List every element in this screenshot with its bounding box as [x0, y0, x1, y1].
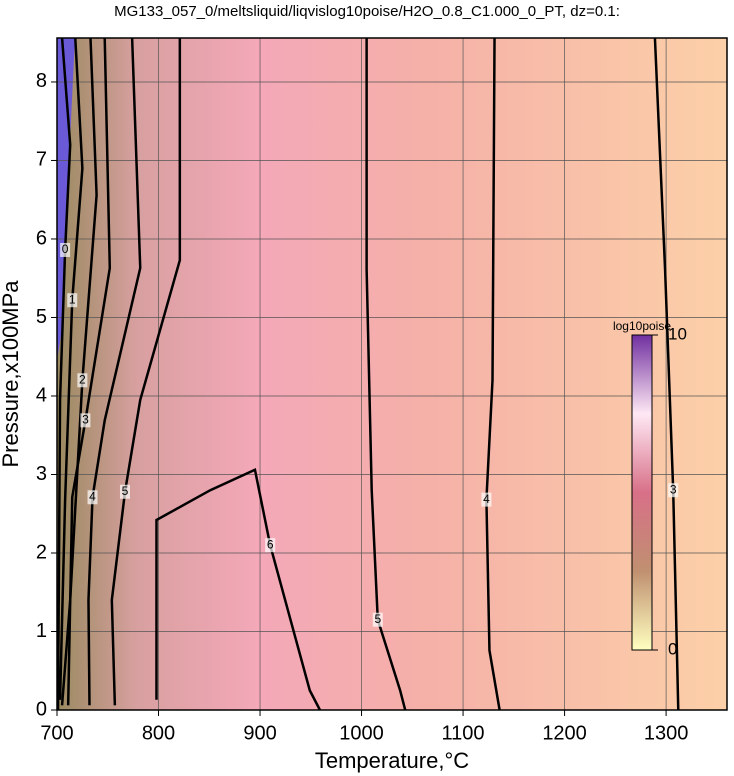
y-axis-label: Pressure,x100MPa: [0, 280, 23, 468]
y-tick-label: 3: [36, 463, 47, 485]
contour-label-bg: [120, 484, 131, 499]
y-tick-label: 6: [36, 227, 47, 249]
plot-frame: [56, 37, 728, 711]
contour-line: [87, 38, 142, 706]
contour-label: 3: [670, 482, 677, 496]
contour-label-bg: [668, 483, 679, 498]
contour-label: 3: [82, 412, 89, 426]
y-tick-label: 8: [36, 70, 47, 92]
contour-label-bg: [80, 413, 91, 428]
contour-label: 6: [267, 537, 274, 551]
plot-background: [57, 38, 727, 710]
y-tick-label: 5: [36, 306, 47, 328]
x-axis-label: Temperature,°C: [315, 748, 469, 773]
contour-label-bg: [67, 293, 78, 308]
x-tick-label: 900: [243, 722, 276, 744]
contour-label: 0: [62, 242, 69, 256]
y-tick-label: 0: [36, 698, 47, 720]
contour-line: [365, 38, 407, 710]
x-tick-label: 1000: [339, 722, 384, 744]
low-region: [57, 38, 75, 360]
contour-label-bg: [372, 612, 383, 627]
contour-line: [155, 467, 322, 710]
contour-label: 2: [79, 372, 86, 386]
x-tick-label: 1100: [442, 722, 485, 744]
chart-title: MG133_057_0/meltsliquid/liqvislog10poise…: [114, 3, 620, 20]
x-tick-label: 1200: [542, 722, 587, 744]
x-tick-label: 800: [142, 722, 175, 744]
contour-label-bg: [77, 373, 88, 388]
contour-label-bg: [87, 490, 98, 505]
y-tick-label: 4: [36, 384, 47, 406]
contour-label-bg: [60, 242, 71, 257]
x-tick-label: 700: [40, 722, 73, 744]
y-tick-label: 7: [36, 149, 47, 171]
contour-label: 4: [89, 489, 96, 503]
colorbar-tick-label: 10: [668, 324, 687, 343]
contour-label: 1: [69, 292, 76, 306]
contour-line: [110, 38, 182, 706]
y-tick-label: 2: [36, 541, 47, 563]
y-tick-label: 1: [36, 620, 47, 642]
colorbar: [631, 334, 653, 651]
contour-label-bg: [481, 492, 492, 507]
contour-line: [653, 38, 680, 710]
contour-label: 4: [483, 492, 490, 506]
colorbar-label: log10poise: [613, 319, 671, 333]
contour-label: 5: [122, 484, 129, 498]
x-tick-label: 1300: [644, 722, 689, 744]
contour-label: 5: [374, 612, 381, 626]
contour-label-bg: [265, 538, 276, 553]
colorbar-tick-label: 0: [668, 639, 677, 658]
